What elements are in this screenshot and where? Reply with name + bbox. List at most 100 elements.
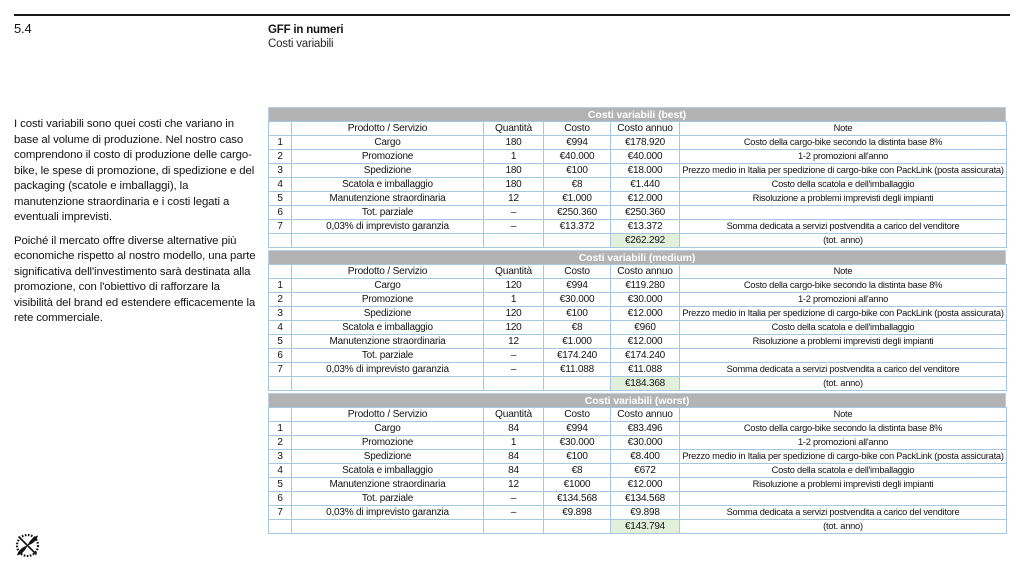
cost-table-grid: Prodotto / Servizio Quantità Costo Costo an… [268, 121, 1007, 248]
note-cell: 1-2 promozioni all'anno [679, 435, 1007, 450]
product-cell: Cargo [291, 278, 484, 293]
annual-cost-cell: €11.088 [610, 362, 680, 377]
table-row: 5 Manutenzione straordinaria 12 €1000 €12.00… [268, 477, 1007, 492]
annual-cost-cell: €250.360 [610, 205, 680, 220]
annual-cost-cell: €1.440 [610, 177, 680, 192]
quantity-cell: – [483, 205, 544, 220]
annual-cost-cell: €960 [610, 320, 680, 335]
quantity-cell: – [483, 348, 544, 363]
header-rule [14, 14, 1010, 16]
quantity-cell: – [483, 219, 544, 234]
cost-cell: €100 [543, 163, 611, 178]
cost-table-grid: Prodotto / Servizio Quantità Costo Costo an… [268, 264, 1007, 391]
quantity-cell: 12 [483, 334, 544, 349]
table-row: 2 Promozione 1 €30.000 €30.000 1-2 promozioni… [268, 435, 1007, 450]
product-cell: Cargo [291, 135, 484, 150]
product-cell: Scatola e imballaggio [291, 320, 484, 335]
table-row: 2 Promozione 1 €30.000 €30.000 1-2 promozioni… [268, 292, 1007, 307]
empty-cell [291, 233, 484, 248]
cost-tables-region: Costi variabili (best) Prodotto / Servizi… [268, 107, 1007, 536]
note-cell [679, 491, 1007, 506]
note-cell: Somma dedicata a servizi postvendita a c… [679, 362, 1007, 377]
intro-paragraph-2: Poiché il mercato offre diverse alternat… [14, 234, 256, 325]
row-number: 5 [268, 334, 292, 349]
cost-cell: €30.000 [543, 435, 611, 450]
table-row: 4 Scatola e imballaggio 84 €8 €672 Costo dell… [268, 463, 1007, 478]
table-row: 3 Spedizione 180 €100 €18.000 Prezzo medio in… [268, 163, 1007, 178]
empty-cell [268, 233, 292, 248]
table-total-row: €262.292 (tot. anno) [268, 233, 1007, 248]
column-header: Quantità [483, 407, 544, 422]
column-header: Prodotto / Servizio [291, 121, 484, 136]
annual-cost-cell: €12.000 [610, 477, 680, 492]
product-cell: Promozione [291, 292, 484, 307]
product-cell: Tot. parziale [291, 491, 484, 506]
product-cell: Promozione [291, 149, 484, 164]
quantity-cell: 1 [483, 149, 544, 164]
table-row: 1 Cargo 120 €994 €119.280 Costo della cargo-b… [268, 278, 1007, 293]
annual-cost-cell: €12.000 [610, 191, 680, 206]
annual-cost-cell: €18.000 [610, 163, 680, 178]
row-number: 1 [268, 421, 292, 436]
empty-cell [268, 519, 292, 534]
empty-cell [483, 519, 544, 534]
cost-cell: €13.372 [543, 219, 611, 234]
quantity-cell: 12 [483, 477, 544, 492]
table-row: 3 Spedizione 120 €100 €12.000 Prezzo medio in… [268, 306, 1007, 321]
row-number: 3 [268, 163, 292, 178]
product-cell: Tot. parziale [291, 205, 484, 220]
total-note-cell: (tot. anno) [679, 233, 1007, 248]
table-total-row: €143.794 (tot. anno) [268, 519, 1007, 534]
annual-cost-cell: €40.000 [610, 149, 680, 164]
note-cell: Costo della scatola e dell'imballaggio [679, 177, 1007, 192]
empty-cell [268, 376, 292, 391]
cost-table-medium: Costi variabili (medium) Prodotto / Servi… [268, 250, 1007, 391]
table-title-band: Costi variabili (medium) [268, 250, 1006, 264]
annual-cost-cell: €83.496 [610, 421, 680, 436]
table-row: 6 Tot. parziale – €174.240 €174.240 [268, 348, 1007, 363]
table-row: 4 Scatola e imballaggio 120 €8 €960 Costo del… [268, 320, 1007, 335]
product-cell: 0,03% di imprevisto garanzia [291, 219, 484, 234]
table-header-row: Prodotto / Servizio Quantità Costo Costo an… [268, 264, 1007, 279]
quantity-cell: 180 [483, 177, 544, 192]
product-cell: Tot. parziale [291, 348, 484, 363]
row-number: 5 [268, 477, 292, 492]
cost-table-grid: Prodotto / Servizio Quantità Costo Costo an… [268, 407, 1007, 534]
annual-cost-cell: €134.568 [610, 491, 680, 506]
column-header: Note [679, 407, 1007, 422]
empty-cell [291, 376, 484, 391]
note-cell: Somma dedicata a servizi postvendita a c… [679, 219, 1007, 234]
cost-cell: €100 [543, 449, 611, 464]
row-number: 2 [268, 435, 292, 450]
quantity-cell: 180 [483, 135, 544, 150]
table-row: 3 Spedizione 84 €100 €8.400 Prezzo medio in I… [268, 449, 1007, 464]
page-subtitle: Costi variabili [268, 38, 334, 50]
intro-text: I costi variabili sono quei costi che va… [14, 117, 257, 327]
table-title-band: Costi variabili (best) [268, 107, 1006, 121]
note-cell: 1-2 promozioni all'anno [679, 292, 1007, 307]
section-number: 5.4 [14, 21, 32, 36]
row-number: 4 [268, 320, 292, 335]
row-number: 7 [268, 219, 292, 234]
row-number: 3 [268, 306, 292, 321]
table-row: 1 Cargo 180 €994 €178.920 Costo della cargo-b… [268, 135, 1007, 150]
column-header: Quantità [483, 264, 544, 279]
column-header [268, 407, 292, 422]
cost-cell: €9.898 [543, 505, 611, 520]
annual-cost-cell: €13.372 [610, 219, 680, 234]
row-number: 3 [268, 449, 292, 464]
column-header: Costo [543, 407, 611, 422]
cost-cell: €174.240 [543, 348, 611, 363]
cost-cell: €30.000 [543, 292, 611, 307]
table-row: 2 Promozione 1 €40.000 €40.000 1-2 promozioni… [268, 149, 1007, 164]
cost-cell: €8 [543, 320, 611, 335]
annual-cost-cell: €174.240 [610, 348, 680, 363]
annual-cost-cell: €9.898 [610, 505, 680, 520]
row-number: 4 [268, 463, 292, 478]
product-cell: Scatola e imballaggio [291, 177, 484, 192]
row-number: 7 [268, 505, 292, 520]
note-cell: Prezzo medio in Italia per spedizione di… [679, 306, 1007, 321]
cost-cell: €40.000 [543, 149, 611, 164]
row-number: 5 [268, 191, 292, 206]
